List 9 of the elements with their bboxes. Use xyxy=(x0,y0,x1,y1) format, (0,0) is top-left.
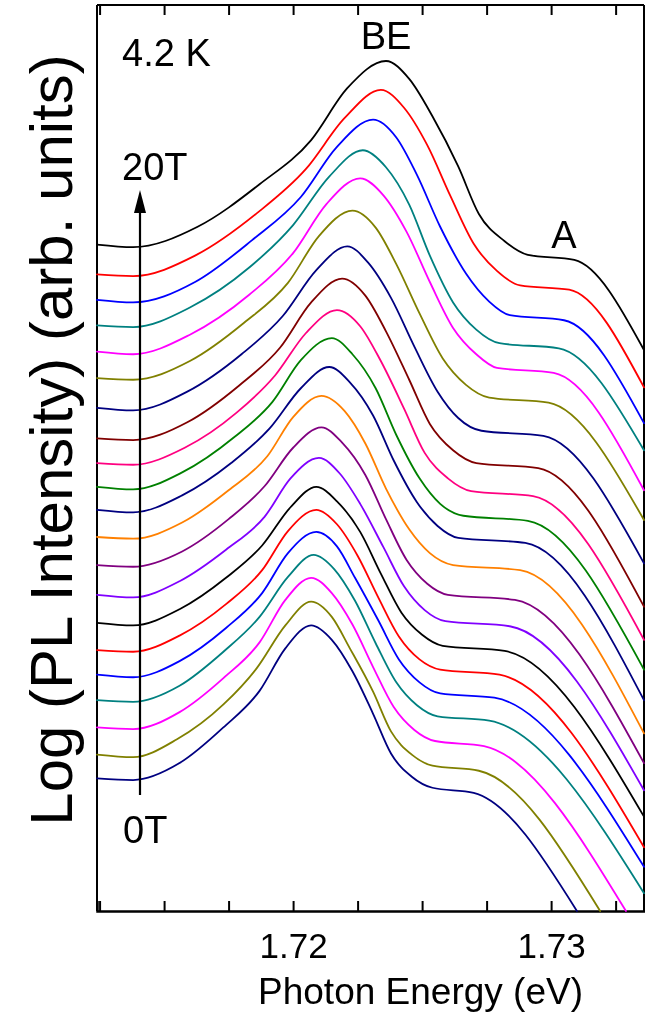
annotation: BE xyxy=(360,15,412,57)
y-axis-title: Log (PL Intensity) (arb. units) xyxy=(18,54,85,826)
x-tick-label: 1.73 xyxy=(517,925,586,965)
annotation: 4.2 K xyxy=(122,32,211,74)
x-tick-label: 1.72 xyxy=(259,925,328,965)
x-axis-title: Photon Energy (eV) xyxy=(258,971,583,1012)
annotation: A xyxy=(551,213,578,256)
annotation: 20T xyxy=(122,146,188,188)
annotation: 0T xyxy=(123,809,168,851)
